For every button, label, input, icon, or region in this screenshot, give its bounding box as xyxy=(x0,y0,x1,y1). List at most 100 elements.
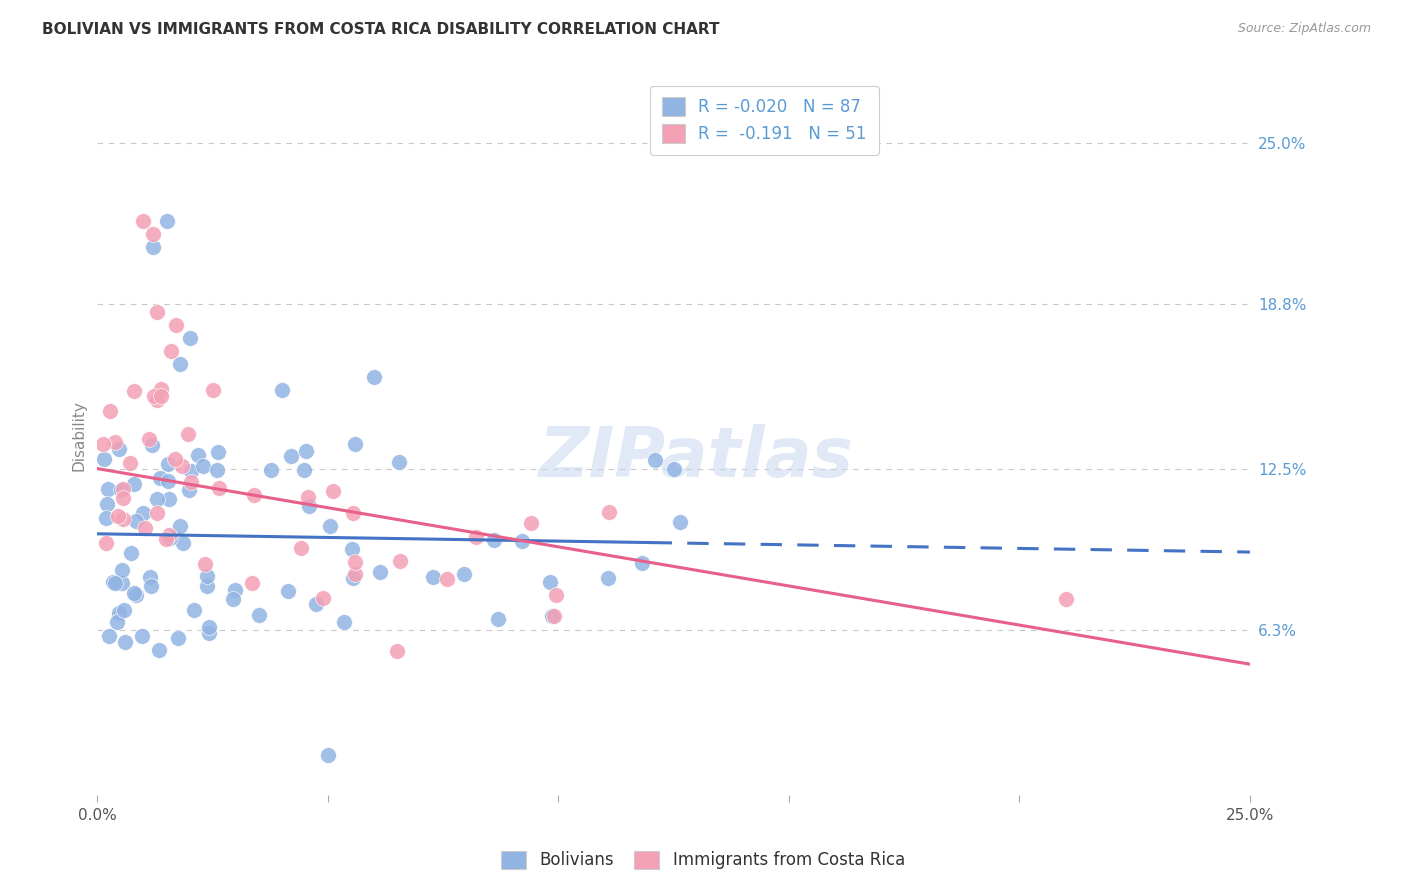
Point xyxy=(124,476,146,491)
Point xyxy=(177,426,200,441)
Point xyxy=(112,603,135,617)
Point xyxy=(124,514,146,528)
Point xyxy=(172,535,194,549)
Point xyxy=(486,612,509,626)
Point xyxy=(538,575,561,590)
Point xyxy=(159,531,181,545)
Point xyxy=(631,557,654,571)
Point xyxy=(453,567,475,582)
Point xyxy=(520,516,543,531)
Point xyxy=(277,583,299,598)
Legend: R = -0.020   N = 87, R =  -0.191   N = 51: R = -0.020 N = 87, R = -0.191 N = 51 xyxy=(650,86,879,155)
Point xyxy=(108,606,131,620)
Point xyxy=(194,557,217,571)
Point xyxy=(142,240,165,254)
Point xyxy=(333,615,356,629)
Point xyxy=(316,748,339,763)
Point xyxy=(156,474,179,488)
Point xyxy=(668,515,690,529)
Point xyxy=(94,511,117,525)
Point xyxy=(93,437,115,451)
Point xyxy=(169,519,191,533)
Point xyxy=(436,572,458,586)
Point xyxy=(280,450,302,464)
Point xyxy=(541,609,564,624)
Point xyxy=(340,541,363,556)
Point xyxy=(111,511,134,525)
Point xyxy=(105,615,128,629)
Point xyxy=(179,331,201,345)
Point xyxy=(120,456,142,470)
Point xyxy=(146,506,169,520)
Point xyxy=(464,530,486,544)
Point xyxy=(132,214,155,228)
Point xyxy=(97,483,120,497)
Point xyxy=(104,576,127,591)
Point xyxy=(155,532,177,546)
Point xyxy=(422,570,444,584)
Point xyxy=(240,576,263,591)
Point xyxy=(368,565,391,579)
Point xyxy=(195,569,218,583)
Point xyxy=(170,459,193,474)
Point xyxy=(169,357,191,371)
Point xyxy=(157,530,180,544)
Point xyxy=(195,579,218,593)
Point xyxy=(295,444,318,458)
Point xyxy=(270,384,292,398)
Point xyxy=(198,620,221,634)
Point xyxy=(166,631,188,645)
Point xyxy=(142,227,165,241)
Point xyxy=(183,603,205,617)
Point xyxy=(259,463,281,477)
Point xyxy=(388,455,411,469)
Point xyxy=(138,433,160,447)
Point xyxy=(305,598,328,612)
Point xyxy=(207,445,229,459)
Point xyxy=(177,483,200,497)
Point xyxy=(198,625,221,640)
Point xyxy=(247,608,270,623)
Point xyxy=(107,508,129,523)
Point xyxy=(207,463,229,477)
Point xyxy=(122,384,145,398)
Point xyxy=(132,506,155,520)
Point xyxy=(343,566,366,581)
Point xyxy=(157,491,180,506)
Point xyxy=(363,370,385,384)
Point xyxy=(98,629,121,643)
Point xyxy=(101,575,124,590)
Point xyxy=(149,471,172,485)
Point xyxy=(292,462,315,476)
Point xyxy=(139,579,162,593)
Point xyxy=(208,481,231,495)
Point xyxy=(187,448,209,462)
Point xyxy=(146,305,169,319)
Text: Source: ZipAtlas.com: Source: ZipAtlas.com xyxy=(1237,22,1371,36)
Point xyxy=(114,634,136,648)
Point xyxy=(297,490,319,504)
Point xyxy=(290,541,312,555)
Point xyxy=(388,554,411,568)
Point xyxy=(142,389,165,403)
Point xyxy=(124,588,146,602)
Point xyxy=(221,592,243,607)
Point xyxy=(1054,592,1077,607)
Point xyxy=(93,451,115,466)
Point xyxy=(149,382,172,396)
Point xyxy=(343,437,366,451)
Point xyxy=(111,563,134,577)
Point xyxy=(482,533,505,547)
Point xyxy=(243,488,266,502)
Y-axis label: Disability: Disability xyxy=(72,401,86,472)
Point xyxy=(148,643,170,657)
Point xyxy=(342,571,364,585)
Point xyxy=(344,555,367,569)
Point xyxy=(111,491,134,505)
Point xyxy=(120,546,142,560)
Point xyxy=(94,536,117,550)
Point xyxy=(157,528,180,542)
Point xyxy=(312,591,335,606)
Point xyxy=(111,576,134,591)
Text: ZIPatlas: ZIPatlas xyxy=(538,424,855,491)
